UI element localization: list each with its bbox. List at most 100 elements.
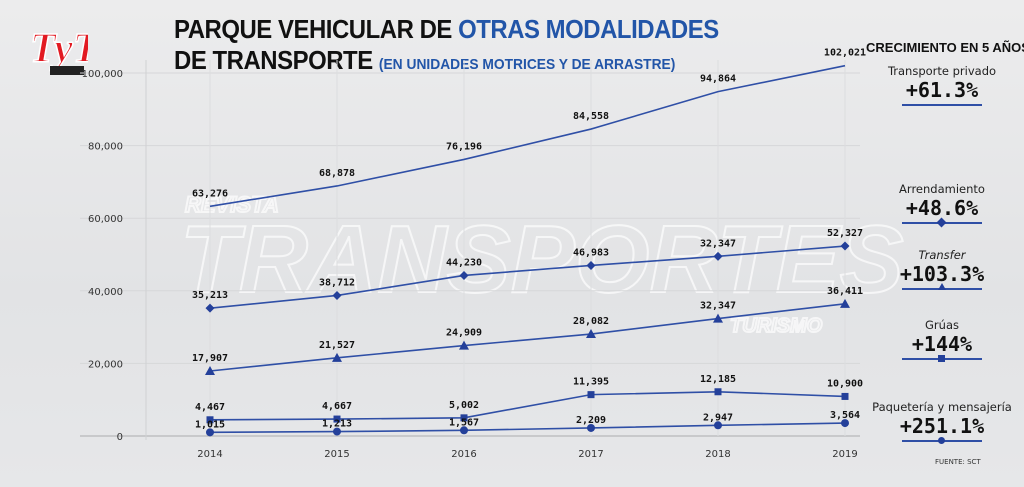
data-label: 44,230 — [446, 257, 482, 268]
data-label: 3,564 — [830, 410, 860, 421]
data-label: 52,327 — [827, 228, 863, 239]
data-label: 4,467 — [195, 402, 225, 413]
diamond-marker — [713, 251, 723, 261]
data-label: 32,347 — [700, 238, 736, 249]
series-line — [209, 303, 846, 372]
data-label: 11,395 — [573, 377, 609, 388]
growth-panel: CRECIMIENTO EN 5 AÑOS: Transporte privad… — [866, 40, 1024, 444]
watermark-text: TURISMO — [730, 315, 823, 337]
growth-item: Transporte privado +61.3% — [866, 64, 1018, 106]
data-label: 10,900 — [827, 378, 863, 389]
y-tick-label: 20,000 — [88, 359, 123, 370]
data-label: 21,527 — [319, 340, 355, 351]
x-tick-label: 2014 — [197, 449, 222, 460]
square-marker — [587, 391, 595, 399]
data-label: 1,015 — [195, 419, 225, 430]
circle-marker — [841, 419, 849, 428]
triangle-marker — [205, 365, 215, 375]
data-label: 32,347 — [700, 301, 736, 312]
growth-item: Grúas +144% — [866, 318, 1018, 362]
data-label: 24,909 — [446, 328, 482, 339]
growth-name: Transporte privado — [887, 64, 997, 78]
growth-percent: +251.1% — [899, 414, 985, 438]
data-label: 2,209 — [576, 415, 606, 426]
y-tick-label: 60,000 — [88, 214, 123, 225]
triangle-marker — [713, 313, 723, 323]
growth-percent: +103.3% — [899, 262, 985, 286]
triangle-marker — [332, 352, 342, 362]
watermark-text: TRANSPORTES — [180, 206, 904, 313]
circle-marker — [587, 423, 595, 432]
triangle-icon — [938, 283, 946, 290]
series-line — [209, 390, 846, 421]
circle-marker — [333, 427, 341, 436]
data-label: 2,947 — [703, 412, 733, 423]
x-tick-label: 2019 — [832, 449, 857, 460]
growth-percent: +48.6% — [905, 196, 979, 220]
data-label: 63,276 — [192, 188, 228, 199]
legend-line — [902, 437, 982, 444]
tyt-logo: TyT — [29, 25, 88, 75]
circle-icon — [938, 437, 945, 444]
data-label: 5,002 — [449, 400, 479, 411]
diamond-marker — [840, 241, 850, 251]
y-tick-label: 100,000 — [82, 69, 123, 80]
growth-name: Grúas — [925, 318, 959, 332]
triangle-marker — [840, 298, 850, 308]
data-label: 102,021 — [824, 48, 866, 59]
series-line — [209, 64, 846, 208]
diamond-marker — [459, 270, 469, 280]
diamond-marker — [332, 290, 342, 300]
data-label: 84,558 — [573, 111, 609, 122]
triangle-marker — [586, 329, 596, 339]
data-label: 36,411 — [827, 286, 863, 297]
growth-percent: +144% — [911, 332, 973, 356]
data-label: 46,983 — [573, 247, 609, 258]
growth-name: Arrendamiento — [899, 182, 985, 196]
growth-item: Paquetería y mensajería +251.1% — [866, 400, 1018, 444]
circle-marker — [714, 421, 722, 430]
data-label: 12,185 — [700, 374, 736, 385]
square-marker — [714, 388, 722, 396]
growth-heading: CRECIMIENTO EN 5 AÑOS: — [866, 40, 1024, 55]
y-tick-label: 80,000 — [88, 142, 123, 153]
circle-marker — [460, 426, 468, 435]
legend-line — [902, 283, 982, 290]
svg-text:TyT: TyT — [30, 26, 88, 72]
data-label: 28,082 — [573, 316, 609, 327]
growth-name: Transfer — [918, 248, 966, 262]
data-label: 68,878 — [319, 168, 355, 179]
data-label: 1,567 — [449, 417, 479, 428]
legend-line — [902, 217, 982, 228]
x-tick-label: 2016 — [451, 449, 476, 460]
circle-marker — [206, 428, 214, 437]
square-marker — [206, 416, 214, 424]
diamond-marker — [586, 260, 596, 270]
growth-percent: +61.3% — [905, 78, 979, 102]
square-marker — [460, 414, 468, 422]
data-label: 76,196 — [446, 141, 482, 152]
data-label: 94,864 — [700, 74, 736, 85]
x-tick-label: 2015 — [324, 449, 349, 460]
series-line — [209, 245, 846, 309]
square-icon — [938, 355, 945, 362]
data-label: 17,907 — [192, 353, 228, 364]
x-tick-label: 2017 — [578, 449, 603, 460]
watermark-text: REVISTA — [185, 192, 279, 217]
growth-name: Paquetería y mensajería — [872, 400, 1012, 414]
legend-line — [902, 104, 982, 106]
data-label: 35,213 — [192, 290, 228, 301]
triangle-marker — [459, 340, 469, 350]
square-marker — [841, 392, 849, 400]
series-line — [209, 422, 846, 434]
source-note: FUENTE: SCT — [935, 458, 981, 466]
y-tick-label: 0 — [117, 432, 123, 443]
x-tick-label: 2018 — [705, 449, 730, 460]
y-tick-label: 40,000 — [88, 287, 123, 298]
growth-item: Arrendamiento +48.6% — [866, 182, 1018, 228]
square-marker — [333, 415, 341, 423]
growth-item: Transfer +103.3% — [866, 248, 1018, 290]
diamond-marker — [205, 303, 215, 313]
chart-title: PARQUE VEHICULAR DE OTRAS MODALIDADES DE… — [174, 14, 719, 75]
